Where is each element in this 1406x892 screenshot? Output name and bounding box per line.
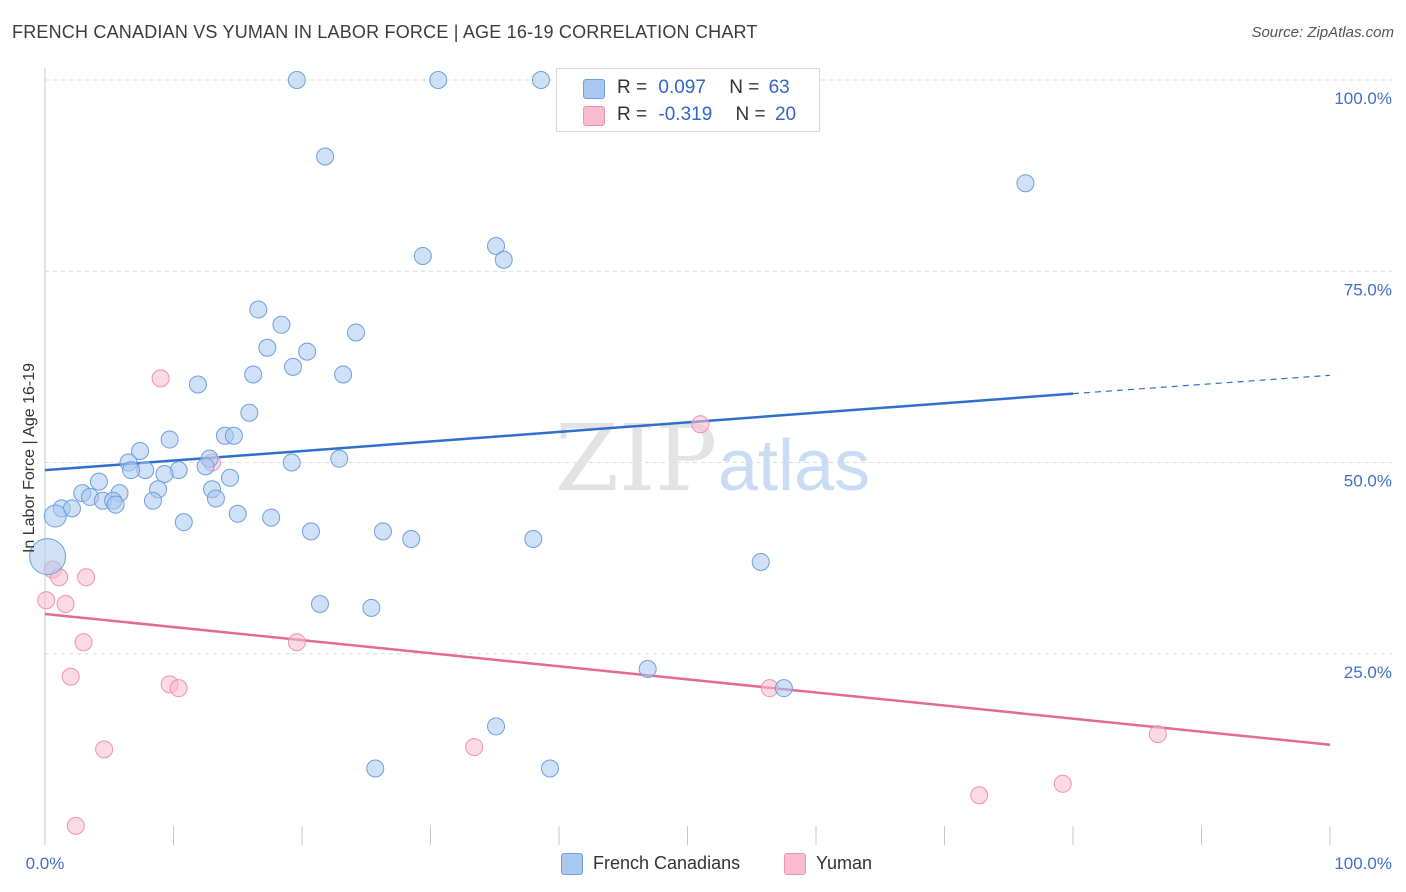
data-point-yuman bbox=[287, 633, 306, 652]
data-point-yuman bbox=[970, 786, 989, 805]
data-point-french-canadians bbox=[532, 71, 551, 89]
legend-swatch-pink bbox=[583, 106, 605, 126]
data-point-french-canadians bbox=[366, 759, 385, 778]
data-point-french-canadians bbox=[298, 342, 317, 361]
data-point-french-canadians bbox=[262, 508, 281, 527]
y-axis-title: In Labor Force | Age 16-19 bbox=[21, 363, 38, 553]
trendline-french-canadians-projection bbox=[1072, 374, 1331, 395]
data-point-yuman bbox=[151, 369, 170, 388]
data-point-french-canadians bbox=[429, 71, 448, 89]
data-point-french-canadians bbox=[131, 442, 150, 461]
data-point-french-canadians bbox=[188, 375, 207, 394]
data-point-french-canadians bbox=[174, 513, 193, 532]
legend-swatch-blue bbox=[583, 79, 605, 99]
data-point-french-canadians bbox=[494, 250, 513, 269]
data-point-french-canadians bbox=[122, 461, 141, 480]
data-point-yuman bbox=[95, 740, 114, 759]
data-point-french-canadians bbox=[244, 365, 263, 384]
data-point-french-canadians bbox=[541, 759, 560, 778]
data-point-yuman bbox=[37, 591, 56, 610]
legend-r-value: -0.319 bbox=[658, 104, 713, 125]
data-point-french-canadians bbox=[751, 552, 770, 571]
data-point-yuman bbox=[1148, 725, 1167, 744]
data-point-french-canadians bbox=[487, 237, 506, 256]
legend-r-label: R = bbox=[617, 77, 648, 98]
data-point-french-canadians bbox=[1016, 174, 1035, 193]
data-point-french-canadians bbox=[362, 598, 381, 617]
bottom-legend-swatch-blue bbox=[561, 853, 583, 875]
legend-n-value: 63 bbox=[768, 77, 790, 98]
x-tick-label: 100.0% bbox=[1334, 854, 1392, 873]
bottom-legend-label: Yuman bbox=[816, 853, 873, 873]
data-point-french-canadians bbox=[402, 530, 421, 548]
data-point-yuman bbox=[77, 568, 96, 587]
legend-n-value: 20 bbox=[774, 104, 797, 125]
data-point-french-canadians bbox=[89, 472, 108, 491]
data-point-yuman bbox=[169, 679, 188, 698]
data-point-french-canadians bbox=[774, 679, 793, 698]
data-point-french-canadians bbox=[155, 464, 174, 483]
data-point-yuman bbox=[56, 595, 75, 614]
data-point-french-canadians bbox=[373, 522, 392, 541]
data-point-yuman bbox=[691, 415, 710, 434]
legend-n-label: N = bbox=[729, 77, 760, 98]
y-tick-label: 75.0% bbox=[1344, 280, 1392, 299]
data-point-french-canadians bbox=[43, 504, 67, 528]
data-point-french-canadians bbox=[330, 449, 349, 468]
bottom-legend-label: French Canadians bbox=[593, 853, 741, 873]
tick-labels: 100.0% 75.0% 50.0% 25.0% 0.0% 100.0% bbox=[26, 89, 1392, 873]
data-point-yuman bbox=[74, 633, 93, 652]
data-point-french-canadians bbox=[196, 457, 215, 476]
data-point-yuman bbox=[66, 816, 85, 835]
legend-r-value: 0.097 bbox=[658, 77, 706, 98]
data-point-french-canadians bbox=[524, 530, 543, 548]
data-point-french-canadians bbox=[287, 71, 306, 89]
data-point-french-canadians bbox=[160, 430, 179, 449]
legend-r-label: R = bbox=[617, 104, 648, 125]
bottom-legend-swatch-pink bbox=[784, 853, 806, 875]
data-point-yuman bbox=[61, 667, 80, 686]
data-point-french-canadians bbox=[638, 660, 657, 679]
data-point-french-canadians bbox=[240, 403, 259, 422]
data-point-french-canadians bbox=[221, 468, 240, 487]
data-point-yuman bbox=[1053, 774, 1072, 793]
bottom-legend-french-canadians: French Canadians bbox=[561, 852, 761, 876]
y-tick-label: 25.0% bbox=[1344, 663, 1392, 682]
data-point-french-canadians bbox=[487, 717, 506, 736]
data-point-french-canadians bbox=[284, 357, 303, 376]
data-point-french-canadians bbox=[334, 365, 353, 384]
x-tick-label: 0.0% bbox=[26, 854, 65, 873]
data-point-french-canadians bbox=[206, 489, 225, 508]
trendline-yuman bbox=[44, 612, 1331, 747]
data-point-french-canadians bbox=[346, 323, 365, 342]
source-label: Source: ZipAtlas.com bbox=[1251, 24, 1394, 41]
data-point-french-canadians bbox=[272, 315, 291, 334]
legend-n-label: N = bbox=[735, 104, 766, 125]
data-point-french-canadians bbox=[106, 495, 125, 514]
gridlines bbox=[45, 79, 1392, 655]
data-point-french-canadians bbox=[301, 522, 320, 541]
chart-title: FRENCH CANADIAN VS YUMAN IN LABOR FORCE … bbox=[12, 22, 758, 42]
data-point-french-canadians bbox=[413, 246, 432, 265]
data-point-french-canadians bbox=[143, 491, 162, 510]
y-tick-label: 100.0% bbox=[1334, 89, 1392, 108]
axes bbox=[44, 68, 1331, 845]
data-point-yuman bbox=[465, 738, 484, 757]
data-point-french-canadians bbox=[228, 504, 247, 523]
data-point-french-canadians bbox=[224, 426, 243, 445]
data-point-french-canadians bbox=[258, 338, 277, 357]
watermark-atlas: atlas bbox=[718, 426, 870, 506]
y-tick-label: 50.0% bbox=[1344, 472, 1392, 491]
legend: R = 0.097 N = 63 R = -0.319 N = 20 bbox=[556, 68, 820, 132]
data-point-french-canadians bbox=[310, 595, 329, 614]
data-point-french-canadians bbox=[29, 538, 67, 576]
bottom-legend-yuman: Yuman bbox=[784, 852, 904, 876]
data-point-french-canadians bbox=[282, 453, 301, 472]
data-point-french-canadians bbox=[316, 147, 335, 166]
data-point-french-canadians bbox=[249, 300, 268, 319]
data-points bbox=[29, 71, 1167, 835]
